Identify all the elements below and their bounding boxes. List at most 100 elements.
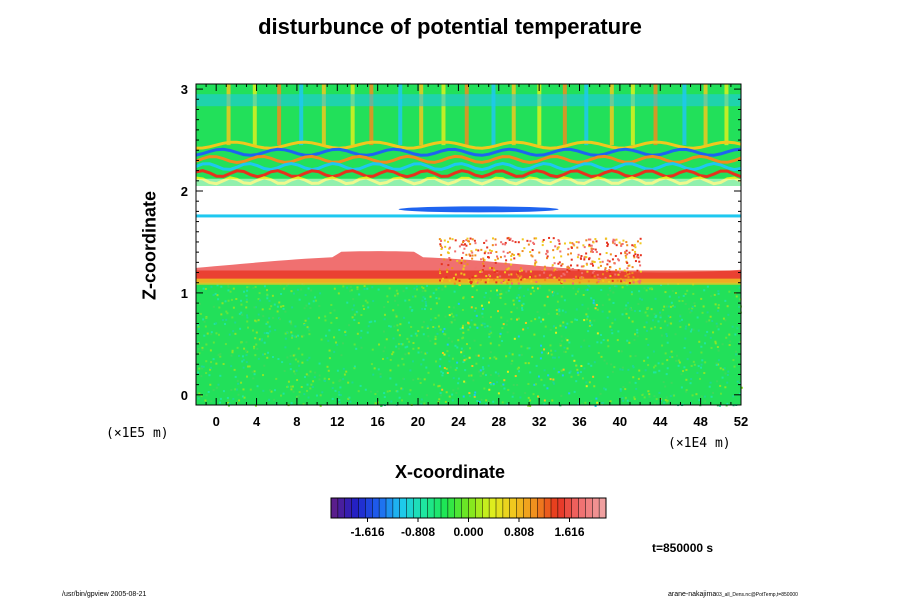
speck — [424, 352, 427, 355]
speck — [654, 297, 657, 300]
speck — [535, 364, 538, 367]
warm-speck — [586, 263, 589, 266]
speck — [419, 381, 422, 384]
speck — [459, 327, 462, 330]
warm-speck — [502, 281, 505, 284]
speck — [664, 352, 667, 355]
speck — [638, 290, 641, 293]
speck — [626, 339, 629, 342]
warm-speck — [449, 258, 452, 261]
x-tick-label: 20 — [411, 414, 425, 429]
warm-speck — [483, 252, 486, 255]
speck — [324, 380, 327, 383]
warm-speck — [510, 282, 513, 285]
speck — [318, 362, 321, 365]
colorbar-cell — [331, 498, 339, 518]
speck — [370, 320, 373, 323]
warm-speck — [553, 276, 556, 279]
warm-speck — [599, 261, 602, 264]
warm-speck — [580, 265, 583, 268]
speck — [563, 350, 566, 353]
speck — [505, 355, 508, 358]
speck — [542, 318, 545, 321]
speck — [247, 365, 250, 368]
warm-speck — [626, 271, 629, 274]
speck — [457, 302, 460, 305]
speck — [266, 293, 269, 296]
warm-speck — [591, 274, 594, 277]
speck — [330, 303, 333, 306]
speck — [561, 374, 564, 377]
speck — [397, 343, 400, 346]
speck — [338, 393, 341, 396]
speck — [273, 389, 276, 392]
warm-speck — [590, 247, 593, 250]
speck — [556, 300, 559, 303]
warm-speck — [471, 238, 474, 241]
warm-speck — [507, 267, 510, 270]
speck — [728, 290, 731, 293]
speck — [216, 294, 219, 297]
speck — [475, 354, 478, 357]
speck — [488, 301, 491, 304]
x-tick-label: 16 — [370, 414, 384, 429]
speck — [517, 294, 520, 297]
warm-speck — [460, 262, 463, 265]
speck — [391, 353, 394, 356]
warm-speck — [483, 241, 486, 244]
speck — [735, 295, 738, 298]
wave-stripe — [562, 84, 567, 146]
speck — [306, 359, 309, 362]
speck — [360, 313, 363, 316]
speck — [473, 309, 476, 312]
speck — [421, 307, 424, 310]
warm-speck — [477, 278, 480, 281]
speck — [715, 364, 718, 367]
speck — [219, 397, 222, 400]
speck — [427, 371, 430, 374]
speck — [654, 371, 657, 374]
speck — [339, 394, 342, 397]
speck — [357, 390, 360, 393]
speck — [367, 306, 370, 309]
speck — [435, 302, 438, 305]
speck — [302, 403, 305, 406]
speck — [342, 285, 345, 288]
warm-speck — [605, 252, 608, 255]
speck — [670, 381, 673, 384]
y-tick-label: 2 — [181, 184, 188, 199]
warm-speck — [480, 269, 483, 272]
speck — [228, 333, 231, 336]
speck — [583, 367, 586, 370]
speck — [266, 321, 269, 324]
speck — [246, 326, 249, 329]
warm-speck — [465, 239, 468, 242]
speck — [262, 315, 265, 318]
speck — [667, 315, 670, 318]
colorbar-cell — [468, 498, 476, 518]
speck — [254, 404, 257, 407]
speck — [414, 295, 417, 298]
speck — [529, 404, 532, 407]
speck — [587, 307, 590, 310]
speck — [460, 351, 463, 354]
speck — [473, 323, 476, 326]
colorbar-cell — [564, 498, 572, 518]
speck — [389, 358, 392, 361]
speck — [241, 360, 244, 363]
x-axis-title: X-coordinate — [394, 462, 505, 482]
speck — [738, 305, 741, 308]
warm-speck — [495, 251, 498, 254]
speck — [483, 387, 486, 390]
speck — [537, 395, 540, 398]
speck — [638, 309, 641, 312]
wave-line — [195, 147, 742, 157]
speck — [333, 309, 336, 312]
speck — [284, 310, 287, 313]
speck — [340, 354, 343, 357]
warm-speck — [577, 276, 580, 279]
speck — [719, 392, 722, 395]
speck — [246, 375, 249, 378]
warm-speck — [543, 268, 546, 271]
speck — [443, 327, 446, 330]
